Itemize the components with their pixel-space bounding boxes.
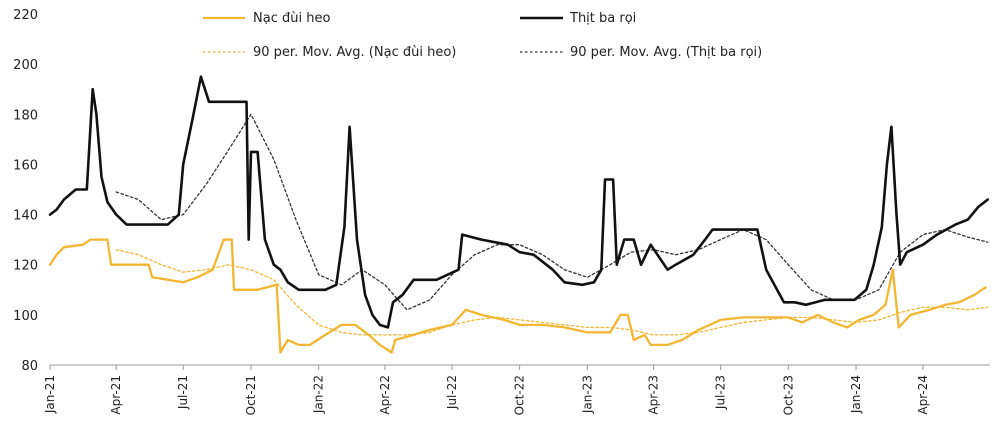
y-tick-label: 120 <box>13 259 38 274</box>
series-line-0 <box>48 238 987 354</box>
y-tick-label: 160 <box>13 158 38 173</box>
y-axis: 80 100 120 140 160 180 200 220 <box>13 8 38 374</box>
x-tick-label: Jan-22 <box>312 375 326 414</box>
x-tick-label: Jul-21 <box>176 375 190 410</box>
series-line-2 <box>115 249 989 336</box>
x-tick-label: Jan-23 <box>580 375 594 414</box>
x-tick-label: Oct-21 <box>244 375 258 415</box>
x-tick-label: Oct-23 <box>781 375 795 415</box>
legend-label-3: 90 per. Mov. Avg. (Thịt ba rọi) <box>570 45 762 60</box>
legend-label-2: 90 per. Mov. Avg. (Nạc đùi heo) <box>253 45 456 60</box>
y-tick-label: 180 <box>13 108 38 123</box>
series-line-1 <box>48 75 990 329</box>
x-tick-label: Oct-22 <box>513 375 527 415</box>
legend-label-1: Thịt ba rọi <box>569 11 636 26</box>
y-tick-label: 220 <box>13 8 38 23</box>
x-tick-label: Jan-21 <box>43 375 57 414</box>
legend: Nạc đùi heo Thịt ba rọi 90 per. Mov. Avg. … <box>203 11 762 60</box>
legend-label-0: Nạc đùi heo <box>253 11 330 26</box>
y-tick-label: 80 <box>21 359 38 374</box>
x-tick-label: Apr-22 <box>378 375 392 415</box>
series-layer <box>48 75 990 354</box>
y-tick-label: 100 <box>13 309 38 324</box>
x-tick-label: Apr-23 <box>647 375 661 415</box>
x-tick-label: Apr-21 <box>109 375 123 415</box>
x-axis: Jan-21 Apr-21 Jul-21 Oct-21 Jan-22 Apr-22 Jul-… <box>43 364 990 415</box>
y-tick-label: 140 <box>13 209 38 224</box>
x-tick-label: Jul-22 <box>445 375 459 410</box>
y-tick-label: 200 <box>13 58 38 73</box>
x-tick-label: Jul-23 <box>714 375 728 410</box>
x-tick-label: Jan-24 <box>849 375 863 414</box>
x-tick-label: Apr-24 <box>916 375 930 415</box>
